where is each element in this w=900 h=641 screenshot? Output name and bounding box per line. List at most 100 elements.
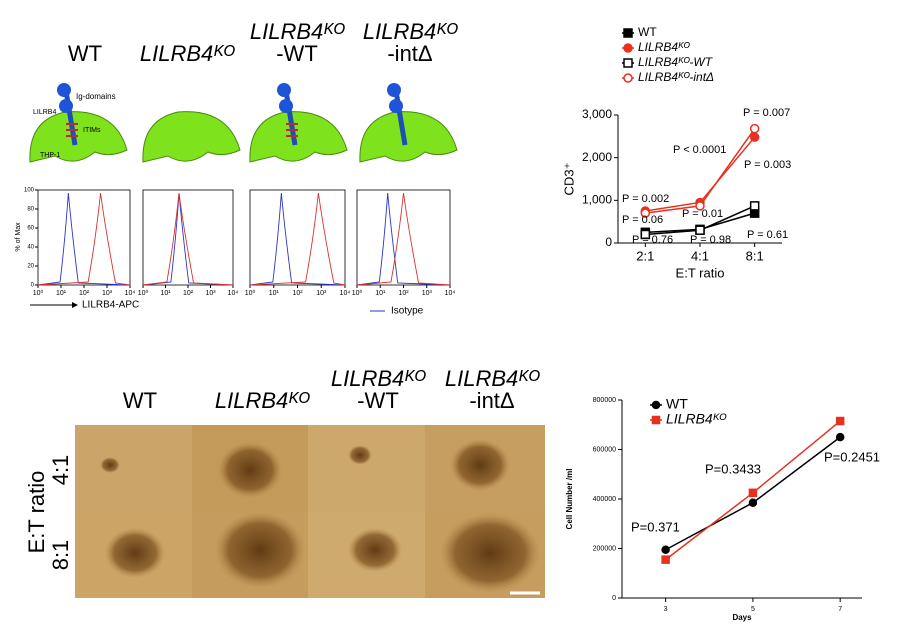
flow-x-tick-label: 10⁰	[245, 289, 256, 297]
ig-domain	[277, 83, 291, 97]
annotation: P=0.371	[631, 519, 680, 534]
cell-shape	[142, 111, 241, 163]
ig-domain	[387, 83, 401, 97]
marker	[749, 201, 760, 211]
y-axis-label: CD3⁺	[561, 163, 576, 196]
column-label: -intΔ	[469, 388, 515, 413]
annotation: P = 0.007	[743, 107, 790, 119]
marker	[623, 28, 633, 38]
flow-frame	[142, 189, 234, 286]
micro-tile	[308, 425, 425, 511]
cell-cluster	[105, 528, 165, 578]
x-tick-label: 3	[664, 606, 668, 613]
row-label: 8:1	[48, 540, 73, 571]
legend-label: WT	[666, 396, 688, 412]
flow-x-tick-label: 10¹	[160, 290, 171, 297]
flow-histogram	[356, 192, 451, 286]
y-axis-label: Cell Number /ml	[565, 469, 574, 530]
marker	[695, 225, 705, 235]
flow-histogram	[249, 192, 346, 286]
y-tick-label: 3,000	[582, 107, 612, 121]
x-tick-label: 4:1	[691, 248, 709, 263]
flow-y-tick-label: 20	[27, 264, 34, 270]
marker	[640, 208, 651, 218]
row-title: E:T ratio	[24, 471, 49, 554]
marker	[695, 201, 705, 211]
flow-x-tick-label: 10⁰	[33, 289, 44, 297]
flow-x-tick-label: 10¹	[375, 290, 386, 297]
marker	[623, 43, 633, 53]
column-label: WT	[123, 388, 157, 413]
microscopy	[75, 425, 545, 598]
flow-x-label: LILRB4-APC	[82, 300, 139, 311]
x-tick-label: 7	[838, 606, 842, 613]
legend-label: LILRB4ᴷᴼ	[638, 40, 690, 54]
annotation: P = 0.76	[632, 234, 673, 246]
flow-histogram	[142, 192, 234, 286]
legend-label: WT	[638, 25, 657, 39]
ig-domain	[59, 99, 73, 113]
y-tick-label: 1,000	[582, 193, 612, 207]
cell-shape	[29, 111, 128, 163]
flow-x-tick-label: 10⁰	[138, 289, 149, 297]
x-tick-label: 2:1	[636, 248, 654, 263]
column-label: LILRB4ᴷᴼ	[140, 41, 235, 66]
flow-x-tick-label: 10³	[316, 290, 327, 297]
marker	[623, 73, 633, 83]
y-tick-label: 0	[612, 595, 616, 602]
row-label: 4:1	[48, 455, 73, 486]
column-label: -WT	[276, 41, 318, 66]
y-tick-label: 200000	[593, 545, 616, 552]
cell-cluster	[218, 442, 282, 498]
schematic	[29, 83, 458, 163]
marker	[749, 132, 760, 142]
x-tick-label: 5	[751, 606, 755, 613]
marker	[661, 545, 670, 554]
schematic-label: LILRB4	[33, 109, 56, 116]
marker	[651, 400, 661, 410]
flow-frame	[37, 189, 131, 286]
y-tick-label: 800000	[593, 397, 616, 404]
cell-cluster	[348, 528, 402, 572]
annotation: P=0.2451	[824, 449, 880, 464]
flow-y-tick-label: 60	[27, 226, 34, 232]
flow-histogram	[37, 192, 131, 286]
annotation: P = 0.98	[690, 234, 731, 246]
legend-label: LILRB4ᴷᴼ-WT	[638, 55, 714, 69]
flow-x-tick-label: 10²	[398, 290, 409, 297]
ig-domain	[279, 99, 293, 113]
marker	[640, 229, 651, 240]
schematic-label: ITIMs	[83, 127, 101, 134]
annotation: P=0.3433	[705, 461, 761, 476]
flow-x-tick-label: 10⁴	[340, 290, 351, 297]
column-label: WT	[68, 41, 102, 66]
column-label: -WT	[357, 388, 399, 413]
marker	[661, 555, 670, 564]
column-label: LILRB4ᴷᴼ	[250, 19, 345, 44]
micro-tile	[75, 425, 192, 511]
marker	[748, 488, 758, 498]
flow-frame	[356, 189, 451, 286]
x-tick-label: 8:1	[746, 248, 764, 263]
marker	[623, 58, 633, 68]
ig-domain	[389, 99, 403, 113]
flow-x-tick-label: 10⁴	[125, 290, 136, 297]
flow-x-tick-label: 10³	[422, 290, 433, 297]
flow-histogram	[37, 192, 131, 286]
flow-x-tick-label: 10²	[183, 290, 194, 297]
flow-arrowhead	[72, 302, 78, 308]
cell-shape	[249, 111, 348, 163]
flow-y-label: % of Max	[15, 222, 22, 252]
flow-x-tick-label: 10³	[205, 290, 216, 297]
flow-x-tick-label: 10³	[102, 290, 113, 297]
flow-histogram	[249, 192, 346, 286]
y-tick-label: 400000	[593, 496, 616, 503]
annotation: P = 0.06	[622, 214, 663, 226]
cell-cluster	[348, 445, 372, 465]
cell-cluster	[100, 457, 120, 473]
flow-x-tick-label: 10²	[292, 290, 303, 297]
flow-x-tick-label: 10¹	[269, 290, 280, 297]
flow-x-tick-label: 10⁴	[228, 290, 239, 297]
cell-cluster	[450, 439, 510, 491]
